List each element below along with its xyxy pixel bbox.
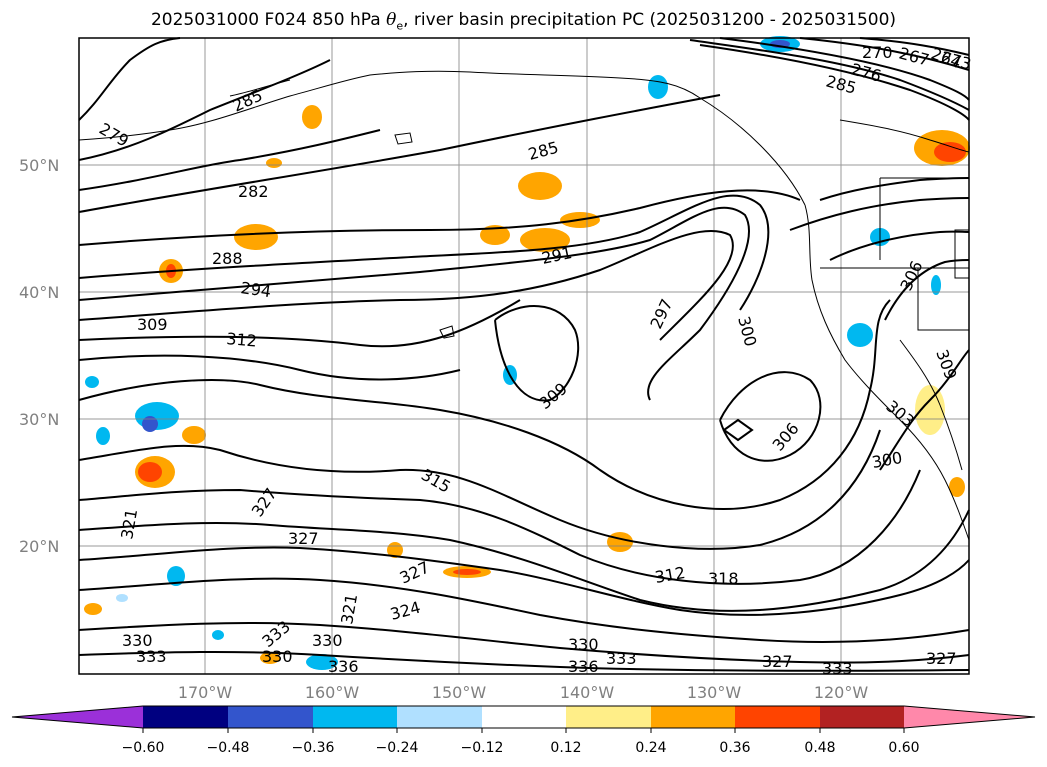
colorbar-segment xyxy=(820,706,904,728)
contour-label: 318 xyxy=(708,569,739,588)
colorbar-segment xyxy=(228,706,313,728)
contour-label: 330 xyxy=(568,635,599,654)
colorbar-tick-label: 0.48 xyxy=(804,740,835,756)
longitude-labels: 170°W 160°W 150°W 140°W 130°W 120°W xyxy=(178,683,869,702)
colorbar-tick-label: 0.24 xyxy=(635,740,666,756)
contour-label: 327 xyxy=(926,649,957,668)
contour-label: 327 xyxy=(762,652,793,671)
colorbar-segment xyxy=(143,706,228,728)
coastlines xyxy=(78,70,970,541)
contour-label: 330 xyxy=(122,631,153,650)
graticule xyxy=(79,38,969,674)
map-panel: 264 267 270 273 276 279 282 285 285 285 … xyxy=(78,36,973,678)
lon-label-130w: 130°W xyxy=(687,683,742,702)
contour-label: 312 xyxy=(226,329,258,351)
contour-label: 333 xyxy=(136,647,167,666)
contour-label: 327 xyxy=(288,529,319,548)
contour-label: 282 xyxy=(238,182,269,201)
colorbar: −0.60 −0.48 −0.36 −0.24 −0.12 0.12 0.24 … xyxy=(11,705,1036,756)
theta-e-contours xyxy=(78,37,970,672)
colorbar-tick-label: −0.48 xyxy=(207,740,250,756)
colorbar-under-triangle xyxy=(12,706,143,728)
colorbar-tick-label: 0.60 xyxy=(888,740,919,756)
contour-label: 330 xyxy=(262,647,293,666)
colorbar-segment xyxy=(566,706,651,728)
title-prefix: 2025031000 F024 850 hPa xyxy=(150,10,387,30)
lon-label-120w: 120°W xyxy=(814,683,869,702)
lon-label-150w: 150°W xyxy=(432,683,487,702)
contour-label: 270 xyxy=(862,43,893,62)
colorbar-tick-label: 0.36 xyxy=(719,740,750,756)
colorbar-tick-label: −0.24 xyxy=(376,740,419,756)
lon-label-160w: 160°W xyxy=(305,683,360,702)
latitude-labels: 50°N 40°N 30°N 20°N xyxy=(19,156,59,556)
colorbar-segment xyxy=(397,706,482,728)
colorbar-tick-label: 0.12 xyxy=(550,740,581,756)
contour-label: 330 xyxy=(312,631,343,650)
colorbar-ticks xyxy=(142,728,905,733)
lat-label-20n: 20°N xyxy=(19,537,59,556)
lat-label-40n: 40°N xyxy=(19,283,59,302)
lon-label-170w: 170°W xyxy=(178,683,233,702)
colorbar-segment xyxy=(735,706,820,728)
theta-symbol: θ xyxy=(386,10,397,30)
colorbar-over-triangle xyxy=(904,706,1035,728)
contour-label: 294 xyxy=(239,278,272,301)
map-title: 2025031000 F024 850 hPa θe, river basin … xyxy=(0,10,1047,32)
colorbar-segment xyxy=(313,706,397,728)
contour-label: 336 xyxy=(568,657,599,676)
contour-label: 288 xyxy=(212,249,243,268)
colorbar-tick-label: −0.36 xyxy=(292,740,335,756)
colorbar-segment xyxy=(651,706,735,728)
contour-label: 333 xyxy=(606,649,637,668)
colorbar-tick-label: −0.12 xyxy=(461,740,504,756)
theta-subscript: e xyxy=(396,19,404,33)
contour-label: 336 xyxy=(328,657,359,676)
colorbar-tick-label: −0.60 xyxy=(122,740,165,756)
lat-label-50n: 50°N xyxy=(19,156,59,175)
contour-label: 333 xyxy=(822,659,853,678)
lat-label-30n: 30°N xyxy=(19,410,59,429)
lon-label-140w: 140°W xyxy=(560,683,615,702)
colorbar-segment xyxy=(482,706,566,728)
title-suffix: , river basin precipitation PC (20250312… xyxy=(403,10,897,30)
contour-label: 309 xyxy=(137,315,168,334)
